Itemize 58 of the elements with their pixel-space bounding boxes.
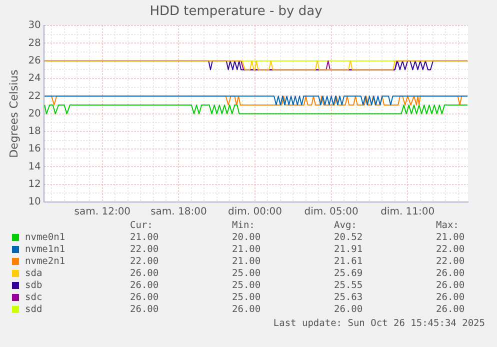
text: 26.00	[436, 304, 466, 316]
text: 21.00	[436, 232, 466, 244]
text: 21.61	[334, 256, 364, 268]
text: Last update: Sun Oct 26 15:45:34 2025	[273, 318, 485, 329]
text: 26.00	[436, 280, 466, 292]
legend-label: sdc	[24, 292, 44, 304]
text: 20.00	[232, 232, 262, 244]
text: 26.00	[232, 304, 262, 316]
y-tick-label: 16	[28, 144, 41, 155]
text: Max:	[436, 220, 460, 232]
text: 21.91	[334, 244, 364, 256]
text: 26.00	[436, 268, 466, 280]
x-tick-label: sam. 18:00	[150, 206, 207, 218]
text: 25.00	[232, 268, 262, 280]
y-tick-label: 24	[28, 73, 41, 84]
x-tick-label: dim. 11:00	[380, 206, 435, 218]
y-tick-label: 26	[28, 55, 41, 66]
x-tick-label: sam. 12:00	[74, 206, 131, 218]
text: 21.00	[130, 232, 160, 244]
text: Cur:	[130, 220, 154, 232]
text: 25.55	[334, 280, 364, 292]
text: 26.00	[130, 280, 160, 292]
text: 26.00	[130, 292, 160, 304]
y-tick-label: 10	[28, 196, 41, 208]
text: 22.00	[436, 256, 466, 268]
text: 25.00	[232, 292, 262, 304]
text: Avg:	[334, 220, 358, 232]
y-tick-label: 22	[28, 90, 41, 102]
legend-label: sdd	[24, 304, 44, 316]
legend-label: nvme1n1	[24, 244, 66, 256]
text: 21.00	[232, 244, 262, 256]
y-tick-label: 28	[28, 38, 41, 49]
text: 22.00	[130, 244, 160, 256]
text: 25.63	[334, 292, 364, 304]
y-tick-label: 14	[28, 161, 41, 172]
x-tick-label: dim. 05:00	[304, 206, 358, 218]
y-axis-title: Degrees Celsius	[7, 69, 20, 158]
text: 26.00	[436, 292, 466, 304]
text: 22.00	[130, 256, 160, 268]
legend-label: sdb	[24, 280, 44, 292]
text: 26.00	[130, 304, 160, 316]
chart-title: HDD temperature - by day	[150, 4, 323, 20]
legend-label: sda	[24, 268, 44, 280]
text: 26.00	[130, 268, 160, 280]
text: 25.00	[232, 280, 262, 292]
text: 22.00	[436, 244, 466, 256]
y-tick-label: 12	[28, 178, 41, 190]
text: Min:	[232, 220, 256, 232]
text: 25.69	[334, 268, 364, 280]
y-tick-label: 20	[28, 108, 41, 120]
text: 20.52	[334, 232, 364, 244]
legend-label: nvme0n1	[24, 232, 66, 244]
text: 26.00	[334, 304, 364, 316]
y-tick-label: 30	[28, 20, 41, 32]
text: 21.00	[232, 256, 262, 268]
x-tick-label: dim. 00:00	[228, 206, 282, 218]
y-tick-label: 18	[28, 126, 41, 138]
legend-label: nvme2n1	[24, 256, 66, 268]
